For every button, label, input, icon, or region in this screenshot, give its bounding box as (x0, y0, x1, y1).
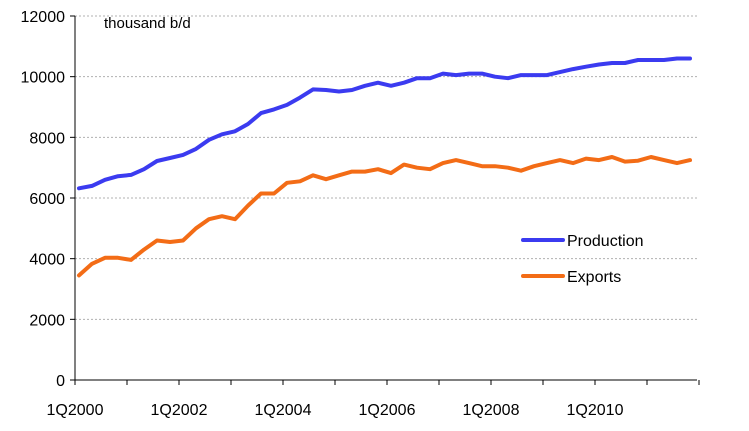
y-tick-label: 4000 (29, 252, 65, 269)
y-tick-label: 0 (56, 373, 65, 390)
x-tick-label: 1Q2008 (463, 402, 520, 419)
x-tick-label: 1Q2002 (151, 402, 208, 419)
unit-label: thousand b/d (104, 15, 191, 32)
y-tick-label: 8000 (29, 130, 65, 147)
y-tick-label: 12000 (21, 9, 66, 26)
x-tick-label: 1Q2010 (567, 402, 624, 419)
legend-label-exports: Exports (567, 269, 621, 286)
x-tick-label: 1Q2006 (359, 402, 416, 419)
series-lines (77, 56, 692, 278)
legend-label-production: Production (567, 233, 644, 250)
series-line-production (77, 56, 692, 191)
y-tick-label: 2000 (29, 312, 65, 329)
legend: Production Exports (521, 233, 644, 286)
series-line-exports (77, 155, 692, 278)
y-tick-label: 6000 (29, 191, 65, 208)
axes: 0 2000 4000 6000 8000 10000 12000 1Q2000 1Q2002 1… (21, 9, 700, 419)
x-tick-label: 1Q2004 (255, 402, 312, 419)
x-tick-label: 1Q2000 (47, 402, 104, 419)
y-tick-label: 10000 (21, 70, 66, 87)
